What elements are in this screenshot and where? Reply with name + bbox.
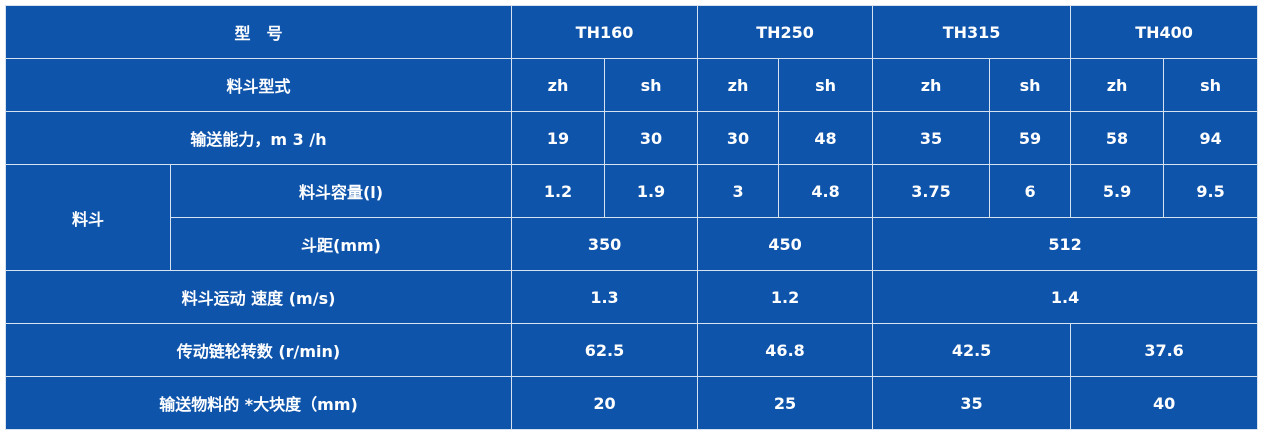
model-header: TH315 xyxy=(872,5,1072,59)
value-cell: 1.4 xyxy=(872,270,1259,324)
value-cell: 1.3 xyxy=(511,270,699,324)
model-header: TH250 xyxy=(697,5,874,59)
value-cell: 1.2 xyxy=(697,270,874,324)
value-cell: 25 xyxy=(697,376,874,430)
row-label: 输送物料的 *大块度（mm) xyxy=(4,376,513,430)
table-row: 斗距(mm) 350 450 512 xyxy=(6,217,1259,271)
value-cell: 1.2 xyxy=(511,164,606,218)
value-cell: 3 xyxy=(697,164,780,218)
value-cell: zh xyxy=(872,58,991,112)
table-row: 料斗型式 zh sh zh sh zh sh zh sh xyxy=(4,58,1259,112)
value-cell: 35 xyxy=(872,111,991,165)
table-row: 型 号 TH160 TH250 TH315 TH400 xyxy=(4,5,1259,59)
value-cell: sh xyxy=(604,58,699,112)
value-cell: 1.9 xyxy=(604,164,699,218)
row-label: 料斗型式 xyxy=(4,58,513,112)
value-cell: 20 xyxy=(511,376,699,430)
group-label: 料斗 xyxy=(5,164,171,271)
value-cell: 94 xyxy=(1163,111,1259,165)
value-cell: 37.6 xyxy=(1070,323,1259,377)
value-cell: 42.5 xyxy=(872,323,1072,377)
value-cell: zh xyxy=(697,58,780,112)
value-cell: 450 xyxy=(697,217,874,271)
value-cell: 19 xyxy=(511,111,606,165)
table-row: 料斗 料斗容量(l) 1.2 1.9 3 4.8 3.75 6 5.9 9.5 xyxy=(5,164,1259,271)
row-label: 输送能力，m 3 /h xyxy=(4,111,513,165)
model-header: TH400 xyxy=(1070,5,1259,59)
row-label: 料斗容量(l) xyxy=(169,164,513,218)
value-cell: 35 xyxy=(872,376,1072,430)
value-cell: sh xyxy=(778,58,874,112)
value-cell: 46.8 xyxy=(697,323,874,377)
value-cell: 350 xyxy=(511,217,699,271)
value-cell: 58 xyxy=(1070,111,1165,165)
value-cell: 6 xyxy=(989,164,1072,218)
specification-table: 型 号 TH160 TH250 TH315 TH400 料斗型式 zh sh zh sh zh sh z… xyxy=(4,5,1259,430)
table-row: 料斗运动 速度 (m/s) 1.3 1.2 1.4 xyxy=(4,270,1259,324)
value-cell: 59 xyxy=(989,111,1072,165)
value-cell: 48 xyxy=(778,111,874,165)
value-cell: 3.75 xyxy=(872,164,991,218)
row-label: 料斗运动 速度 (m/s) xyxy=(4,270,513,324)
value-cell: sh xyxy=(989,58,1072,112)
value-cell: 30 xyxy=(697,111,780,165)
value-cell: sh xyxy=(1163,58,1259,112)
value-cell: 30 xyxy=(604,111,699,165)
value-cell: 9.5 xyxy=(1163,164,1259,218)
row-label: 斗距(mm) xyxy=(169,217,513,271)
table-row: 输送能力，m 3 /h 19 30 30 48 35 59 58 94 xyxy=(4,111,1259,165)
value-cell: 40 xyxy=(1070,376,1259,430)
row-label: 传动链轮转数 (r/min) xyxy=(4,323,513,377)
value-cell: 5.9 xyxy=(1070,164,1165,218)
model-header: TH160 xyxy=(511,5,699,59)
value-cell: 62.5 xyxy=(511,323,699,377)
value-cell: 4.8 xyxy=(778,164,874,218)
value-cell: 512 xyxy=(872,217,1259,271)
value-cell: zh xyxy=(1070,58,1165,112)
table-row: 传动链轮转数 (r/min) 62.5 46.8 42.5 37.6 xyxy=(4,323,1259,377)
table-row: 输送物料的 *大块度（mm) 20 25 35 40 xyxy=(4,376,1259,430)
row-label: 型 号 xyxy=(4,5,513,59)
value-cell: zh xyxy=(511,58,606,112)
